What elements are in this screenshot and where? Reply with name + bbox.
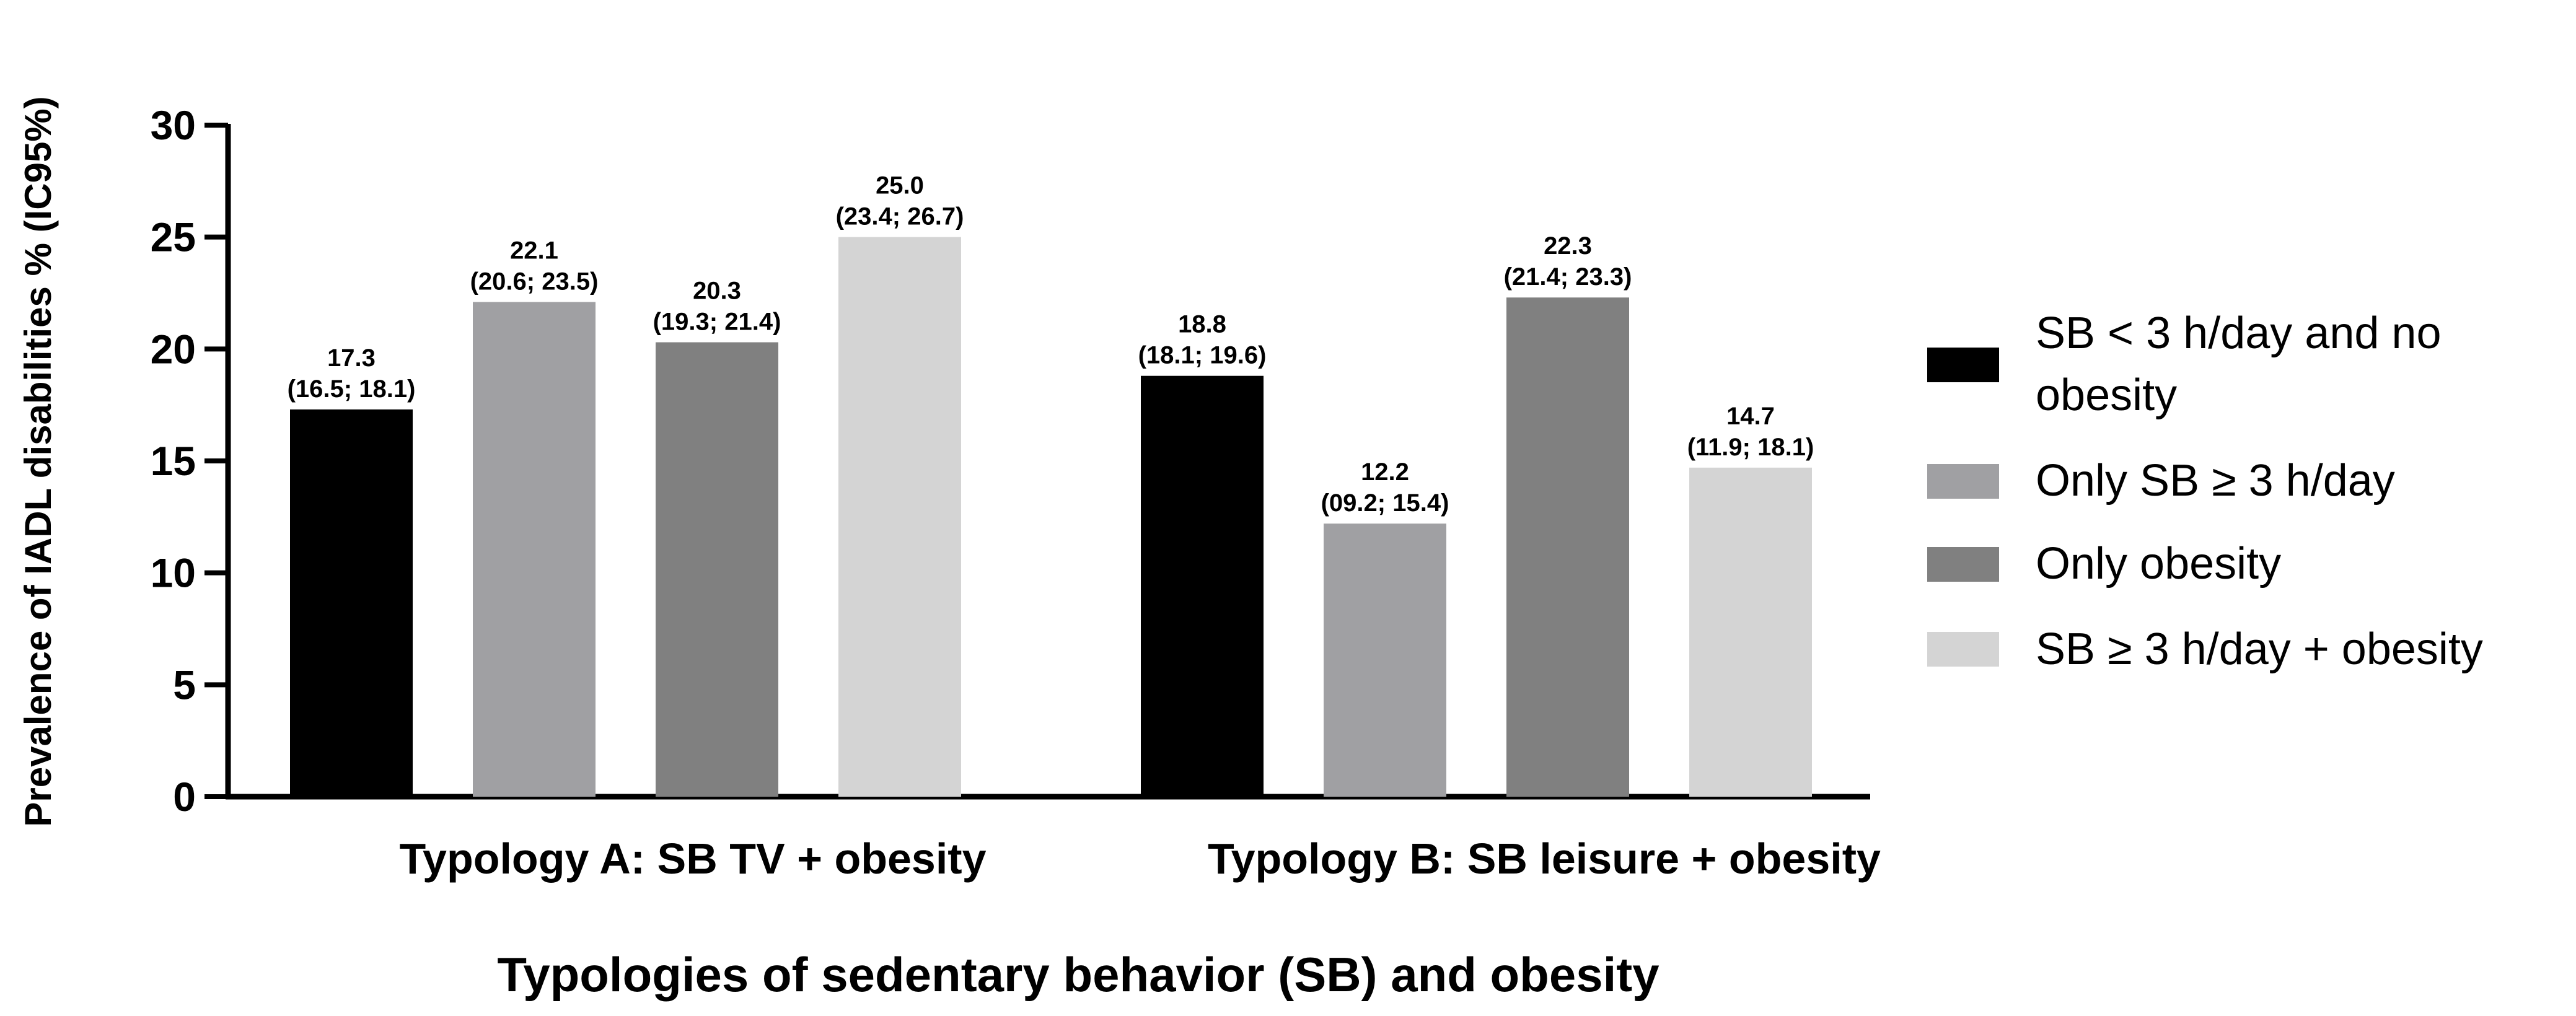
bar [1324,523,1446,797]
legend-label: SB ≥ 3 h/day + obesity [2036,624,2483,674]
bar [1506,297,1629,797]
y-ticks: 0 5 10 15 20 25 30 [151,102,228,820]
legend-swatch [1927,348,1999,382]
bar [838,237,961,797]
legend-label: Only obesity [2036,539,2281,589]
legend-label: SB < 3 h/day and no obesity [2036,309,2454,420]
y-tick-label: 15 [151,438,196,484]
bar [1141,375,1264,797]
y-tick-label: 10 [151,550,196,596]
data-label-value: 14.7 [1726,403,1775,430]
data-label-ci: (21.4; 23.3) [1504,263,1632,291]
data-label-value: 17.3 [327,344,376,372]
bars [290,237,1812,797]
y-tick-label: 30 [151,102,196,148]
data-label-ci: (16.5; 18.1) [288,375,416,403]
y-tick-label: 25 [151,214,196,260]
data-label-ci: (11.9; 18.1) [1687,434,1814,461]
group-labels: Typology A: SB TV + obesity Typology B: S… [399,834,1881,883]
x-category-label: Typology B: SB leisure + obesity [1208,834,1881,883]
data-label-ci: (23.4; 26.7) [836,203,964,230]
legend-swatch [1927,632,1999,667]
legend-swatch [1927,547,1999,582]
legend-label: Only SB ≥ 3 h/day [2036,456,2395,506]
legend: SB < 3 h/day and no obesity Only SB ≥ 3 h… [1927,309,2483,674]
data-label-ci: (09.2; 15.4) [1321,489,1449,517]
data-label-value: 18.8 [1178,311,1226,338]
data-label-ci: (20.6; 23.5) [470,268,599,295]
y-tick-label: 20 [151,326,196,372]
bar [290,409,413,797]
data-label-ci: (19.3; 21.4) [653,308,781,335]
data-label-value: 22.3 [1544,232,1592,260]
x-category-label: Typology A: SB TV + obesity [399,834,986,883]
bar [656,342,778,797]
data-label-value: 22.1 [510,237,558,264]
data-label-value: 12.2 [1361,458,1409,486]
data-label-ci: (18.1; 19.6) [1138,342,1267,369]
data-labels: 17.3 (16.5; 18.1) 18.8 (18.1; 19.6) 22.1 (20.… [288,172,1814,517]
legend-swatch [1927,464,1999,499]
bar [473,302,596,797]
data-label-value: 20.3 [693,277,741,304]
x-axis-title: Typologies of sedentary behavior (SB) an… [497,947,1659,1002]
y-tick-label: 0 [173,774,196,820]
y-axis-title: Prevalence of IADL disabilities % (IC95%… [17,96,59,826]
data-label-value: 25.0 [876,172,924,199]
bar [1689,467,1812,797]
y-tick-label: 5 [173,662,196,707]
